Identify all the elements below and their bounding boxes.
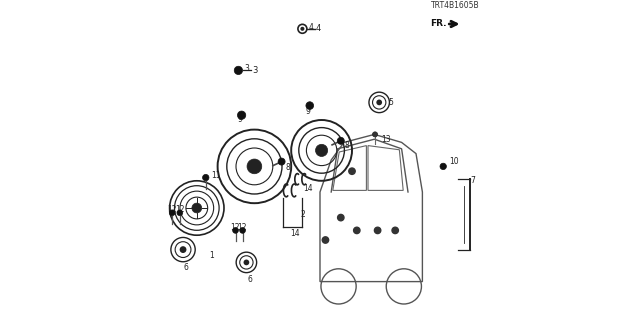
Text: TRT4B1605B: TRT4B1605B [431,1,479,10]
Circle shape [440,163,447,170]
Text: 10: 10 [449,157,459,166]
Circle shape [374,227,381,234]
Circle shape [180,246,186,253]
Text: 12: 12 [237,223,247,232]
Circle shape [177,210,183,216]
Circle shape [323,237,329,243]
Circle shape [169,210,175,216]
Text: 3: 3 [244,64,249,73]
Text: 6: 6 [247,276,252,284]
Text: 9: 9 [238,116,243,124]
Circle shape [337,137,344,144]
Circle shape [376,100,382,105]
Circle shape [316,144,328,156]
Circle shape [349,168,355,174]
Circle shape [240,228,246,233]
Circle shape [192,203,202,213]
Text: 14: 14 [291,229,300,238]
Text: 12: 12 [175,205,184,214]
Text: 4: 4 [315,24,321,33]
Text: 5: 5 [388,98,394,107]
Text: 12: 12 [230,223,240,232]
Circle shape [244,260,249,265]
Circle shape [237,111,246,119]
Circle shape [202,174,209,181]
Circle shape [372,132,378,137]
Text: 8: 8 [285,163,291,172]
Text: 13: 13 [381,135,391,144]
Text: 3: 3 [252,66,257,75]
Text: 9: 9 [306,107,311,116]
Text: 6: 6 [183,263,188,272]
Circle shape [392,227,398,234]
Circle shape [247,159,262,174]
Text: 2: 2 [301,210,305,219]
Text: 12: 12 [167,205,177,214]
Text: 8: 8 [345,141,349,150]
Circle shape [234,66,243,75]
Circle shape [354,227,360,234]
Circle shape [338,214,344,221]
Text: FR.: FR. [430,20,447,28]
Text: 11: 11 [211,171,221,180]
Circle shape [300,27,305,31]
Text: 4: 4 [308,23,313,32]
Circle shape [233,228,238,233]
Text: 14: 14 [303,184,313,193]
Circle shape [306,102,314,109]
Circle shape [278,158,285,165]
Text: 7: 7 [470,176,476,185]
Text: 1: 1 [210,252,214,260]
